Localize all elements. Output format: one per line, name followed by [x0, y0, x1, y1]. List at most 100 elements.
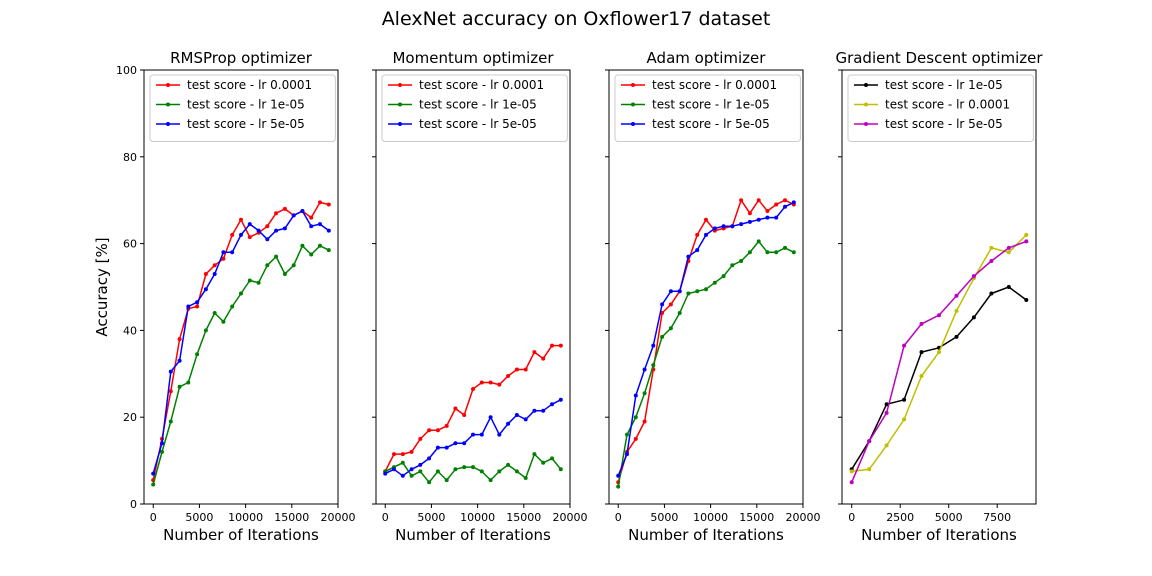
data-point — [954, 293, 959, 298]
data-point — [550, 402, 554, 407]
figure-title: AlexNet accuracy on Oxflower17 dataset — [381, 8, 771, 30]
legend-marker-2 — [631, 102, 635, 107]
legend-marker-3 — [864, 122, 868, 126]
data-point — [488, 415, 493, 420]
data-point — [212, 311, 217, 315]
series-line-3 — [851, 240, 1027, 483]
data-point — [783, 245, 787, 250]
data-point — [523, 476, 528, 480]
legend-box — [847, 74, 1034, 142]
data-point — [203, 287, 208, 292]
data-point — [265, 263, 270, 268]
legend-label-3: test score - lr 5e-05 — [419, 117, 537, 131]
data-point — [704, 217, 708, 222]
x-tick-label: 0 — [150, 511, 157, 524]
legend-box — [614, 74, 801, 142]
data-point — [435, 469, 440, 474]
data-point — [462, 441, 467, 446]
data-point — [309, 252, 314, 257]
data-point — [849, 469, 854, 474]
data-point — [309, 215, 314, 220]
data-point — [160, 441, 164, 446]
data-point — [1006, 245, 1011, 250]
data-point — [444, 478, 449, 483]
legend-label-3: test score - lr 5e-05 — [187, 117, 305, 131]
data-point — [274, 254, 279, 259]
data-point — [506, 374, 511, 378]
data-point — [730, 263, 735, 268]
data-point — [616, 473, 621, 478]
data-point — [195, 300, 200, 305]
data-point — [532, 408, 537, 413]
data-point — [274, 228, 279, 233]
data-point — [400, 460, 405, 465]
data-point — [919, 374, 924, 378]
data-point — [514, 469, 519, 474]
legend: test score - lr 0.0001 test score - lr 1e… — [381, 74, 568, 142]
legend-label-2: test score - lr 1e-05 — [419, 98, 537, 112]
data-point — [151, 482, 156, 487]
legend-marker-3 — [631, 122, 635, 126]
subplot-title: Adam optimizer — [647, 49, 767, 67]
data-point — [488, 478, 493, 483]
data-point — [765, 215, 770, 220]
data-point — [506, 462, 511, 467]
series-line-2 — [152, 245, 330, 485]
data-point — [633, 415, 638, 420]
data-point — [541, 356, 546, 361]
data-point — [919, 321, 924, 326]
data-point — [506, 421, 511, 426]
data-point — [642, 367, 647, 372]
data-point — [884, 443, 889, 448]
x-axis-label: Number of Iterations — [628, 526, 784, 544]
data-point — [203, 272, 208, 276]
x-tick-label: 5000 — [935, 511, 963, 524]
data-point — [1024, 239, 1029, 244]
data-point — [230, 250, 235, 255]
data-point — [247, 278, 252, 283]
data-point — [291, 213, 296, 218]
legend-label-1: test score - lr 0.0001 — [187, 78, 312, 92]
legend-label-1: test score - lr 0.0001 — [652, 78, 777, 92]
axes-frame — [841, 69, 1037, 505]
subplot-3: Adam optimizer 0 5000 10000 15000 20000Number… — [605, 49, 821, 544]
legend-marker-1 — [864, 83, 868, 87]
data-point — [409, 467, 414, 472]
legend-label-3: test score - lr 5e-05 — [885, 117, 1003, 131]
data-point — [686, 254, 691, 259]
data-point — [721, 224, 726, 229]
data-point — [739, 198, 744, 203]
data-point — [418, 462, 423, 467]
data-point — [300, 209, 305, 213]
data-point — [523, 367, 528, 372]
legend-marker-2 — [166, 102, 170, 107]
data-point — [660, 334, 665, 339]
data-point — [1006, 250, 1011, 255]
data-point — [971, 274, 976, 279]
data-point — [497, 432, 502, 437]
data-point — [919, 350, 924, 355]
y-tick-label: 80 — [123, 151, 137, 164]
x-tick-label: 10000 — [460, 511, 495, 524]
data-point — [651, 343, 656, 348]
data-point — [221, 256, 226, 261]
x-tick-label: 10000 — [693, 511, 728, 524]
data-point — [541, 408, 546, 413]
data-point — [318, 222, 322, 227]
x-tick-label: 5000 — [185, 511, 213, 524]
data-point — [625, 452, 629, 457]
legend-marker-1 — [398, 83, 402, 87]
data-point — [747, 219, 752, 224]
data-point — [239, 232, 243, 237]
x-tick-label: 20000 — [321, 511, 356, 524]
axes-frame — [375, 69, 571, 505]
legend-marker-1 — [166, 83, 170, 87]
data-point — [1006, 285, 1011, 289]
legend-marker-1 — [631, 83, 635, 87]
data-point — [1024, 232, 1029, 237]
x-tick-label: 0 — [615, 511, 622, 524]
data-point — [186, 304, 191, 309]
data-point — [704, 232, 708, 237]
data-point — [686, 291, 691, 296]
data-point — [265, 224, 270, 229]
